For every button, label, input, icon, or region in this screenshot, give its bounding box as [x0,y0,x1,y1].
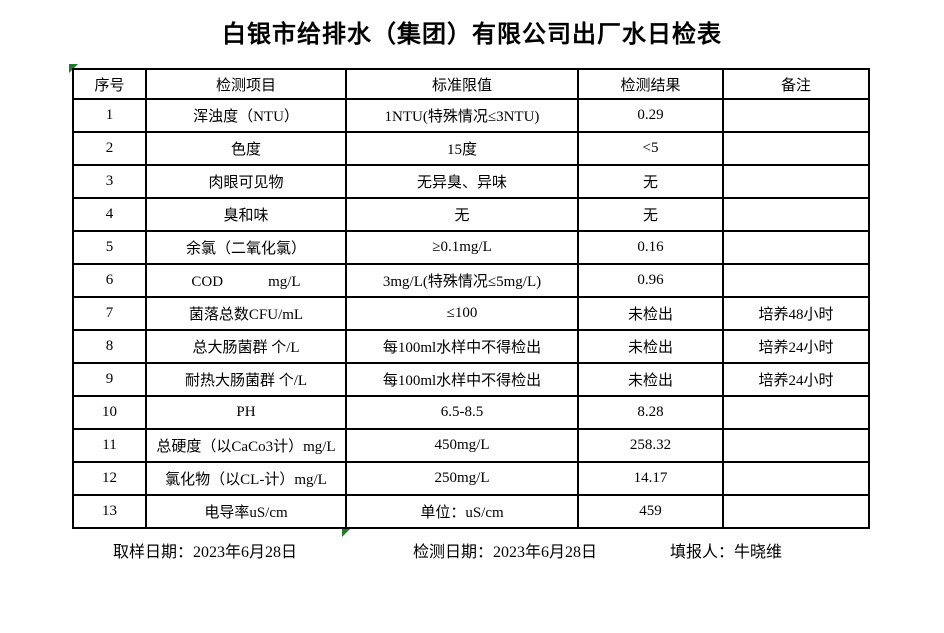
cell-limit: 6.5-8.5 [345,395,579,430]
cell-item: 总硬度（以CaCo3计）mg/L [145,428,347,463]
cell-limit: 3mg/L(特殊情况≤5mg/L) [345,263,579,298]
cell-limit: 每100ml水样中不得检出 [345,362,579,397]
table-row: 8 总大肠菌群 个/L 每100ml水样中不得检出 未检出 培养24小时 [72,329,870,364]
cell-note [722,131,870,166]
reporter: 填报人：牛晓维 [670,538,782,562]
cell-item: 菌落总数CFU/mL [145,296,347,331]
cell-limit: 1NTU(特殊情况≤3NTU) [345,98,579,133]
cell-result: 无 [577,197,724,232]
cell-result: 0.96 [577,263,724,298]
cell-no: 4 [72,197,147,232]
page-title: 白银市给排水（集团）有限公司出厂水日检表 [222,21,722,48]
cell-no: 3 [72,164,147,199]
cell-limit: 250mg/L [345,461,579,496]
table-row: 7 菌落总数CFU/mL ≤100 未检出 培养48小时 [72,296,870,331]
cell-result: 8.28 [577,395,724,430]
testing-date-value: 2023年6月28日 [493,544,598,561]
cell-item: 氯化物（以CL-计）mg/L [145,461,347,496]
cell-result: 未检出 [577,362,724,397]
cell-note [722,197,870,232]
cell-result: 459 [577,494,724,529]
table-row: 3 肉眼可见物 无异臭、异味 无 [72,164,870,199]
cell-note: 培养48小时 [722,296,870,331]
cell-note [722,263,870,298]
cell-note [722,395,870,430]
header-limit: 标准限值 [345,68,579,100]
sampling-date-value: 2023年6月28日 [193,544,298,561]
table-row: 5 余氯（二氧化氯） ≥0.1mg/L 0.16 [72,230,870,265]
testing-date-label: 检测日期： [413,544,494,561]
table-row: 13 电导率uS/cm 单位：uS/cm 459 [72,494,870,529]
testing-date: 检测日期：2023年6月28日 [413,538,597,562]
cell-item: 肉眼可见物 [145,164,347,199]
cell-result: 258.32 [577,428,724,463]
cell-limit: ≤100 [345,296,579,331]
reporter-label: 填报人： [670,544,735,561]
cell-limit: 每100ml水样中不得检出 [345,329,579,364]
cell-item: 余氯（二氧化氯） [145,230,347,265]
cell-no: 5 [72,230,147,265]
cell-result: 无 [577,164,724,199]
table-row: 12 氯化物（以CL-计）mg/L 250mg/L 14.17 [72,461,870,496]
table-row: 6 COD mg/L 3mg/L(特殊情况≤5mg/L) 0.96 [72,263,870,298]
table-row: 10 PH 6.5-8.5 8.28 [72,395,870,430]
cell-item: 耐热大肠菌群 个/L [145,362,347,397]
cell-limit: ≥0.1mg/L [345,230,579,265]
cell-result: 0.29 [577,98,724,133]
cell-limit: 无异臭、异味 [345,164,579,199]
cell-item: 总大肠菌群 个/L [145,329,347,364]
cell-note [722,428,870,463]
cell-note [722,164,870,199]
header-note: 备注 [722,68,870,100]
cell-item: 电导率uS/cm [145,494,347,529]
cell-result: 未检出 [577,329,724,364]
cell-item: 臭和味 [145,197,347,232]
table-row: 4 臭和味 无 无 [72,197,870,232]
cell-note [722,494,870,529]
reporter-value: 牛晓维 [734,544,783,561]
table-header-row: 序号 检测项目 标准限值 检测结果 备注 [72,68,870,100]
header-no: 序号 [72,68,147,100]
cell-limit: 15度 [345,131,579,166]
cell-result: 14.17 [577,461,724,496]
cell-note: 培养24小时 [722,329,870,364]
header-result: 检测结果 [577,68,724,100]
cell-no: 13 [72,494,147,529]
table-row: 11 总硬度（以CaCo3计）mg/L 450mg/L 258.32 [72,428,870,463]
cell-limit: 单位：uS/cm [345,494,579,529]
cell-no: 10 [72,395,147,430]
cell-item: PH [145,395,347,430]
cell-item: COD mg/L [145,263,347,298]
cell-item: 浑浊度（NTU） [145,98,347,133]
cell-note [722,98,870,133]
table-row: 1 浑浊度（NTU） 1NTU(特殊情况≤3NTU) 0.29 [72,98,870,133]
cell-note: 培养24小时 [722,362,870,397]
cell-result: 未检出 [577,296,724,331]
sampling-date-label: 取样日期： [113,544,194,561]
cell-note [722,230,870,265]
sampling-date: 取样日期：2023年6月28日 [113,538,297,562]
cell-no: 9 [72,362,147,397]
cell-no: 11 [72,428,147,463]
cell-no: 8 [72,329,147,364]
cell-note [722,461,870,496]
table-row: 2 色度 15度 <5 [72,131,870,166]
excel-bottom-triangle-icon [342,529,350,537]
cell-no: 7 [72,296,147,331]
cell-result: <5 [577,131,724,166]
table-row: 9 耐热大肠菌群 个/L 每100ml水样中不得检出 未检出 培养24小时 [72,362,870,397]
inspection-table: 序号 检测项目 标准限值 检测结果 备注 1 浑浊度（NTU） 1NTU(特殊情… [72,68,870,529]
cell-item: 色度 [145,131,347,166]
cell-no: 6 [72,263,147,298]
cell-no: 2 [72,131,147,166]
header-item: 检测项目 [145,68,347,100]
cell-result: 0.16 [577,230,724,265]
cell-limit: 450mg/L [345,428,579,463]
cell-limit: 无 [345,197,579,232]
cell-no: 12 [72,461,147,496]
cell-no: 1 [72,98,147,133]
